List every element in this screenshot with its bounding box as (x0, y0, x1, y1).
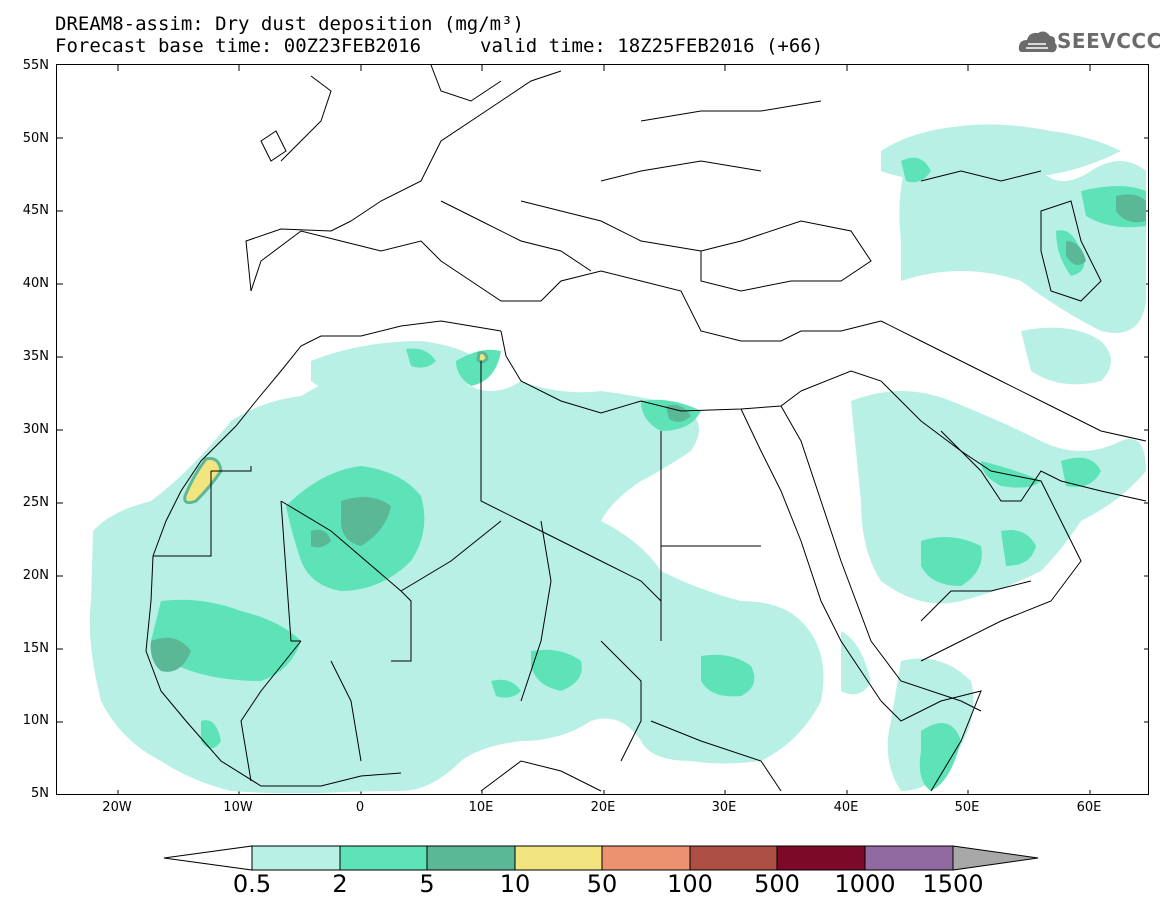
dust-layer-mid (151, 157, 1146, 791)
lon-label: 10E (468, 800, 494, 815)
colorbar-label: 10 (499, 870, 531, 898)
colorbar-swatch (601, 845, 691, 871)
coastlines-borders (145, 65, 1147, 792)
colorbar-label: 1000 (834, 870, 896, 898)
colorbar-swatch (339, 845, 428, 871)
colorbar-label: 1500 (922, 870, 984, 898)
lon-label: 20E (590, 800, 616, 815)
colorbar-swatch (251, 845, 341, 871)
logo-text: SEEVCCC (1057, 29, 1162, 53)
colorbar-label: 0.5 (232, 870, 272, 898)
lat-label: 35N (22, 349, 49, 364)
colorbar-label: 100 (667, 870, 713, 898)
dust-layer-low (89, 124, 1146, 794)
lat-label: 5N (31, 786, 49, 801)
colorbar-label: 5 (419, 870, 435, 898)
dust-layer-high (150, 194, 1146, 672)
dust-layer-peak (183, 351, 489, 505)
colorbar (163, 845, 1039, 871)
lat-label: 15N (22, 641, 49, 656)
valid-time: valid time: 18Z25FEB2016 (+66) (480, 35, 824, 57)
colorbar-overflow-arrow (952, 845, 1039, 871)
lon-label: 40E (833, 800, 859, 815)
lat-label: 50N (22, 131, 49, 146)
lon-label: 20W (102, 800, 132, 815)
colorbar-swatch (689, 845, 778, 871)
colorbar-label: 2 (332, 870, 348, 898)
colorbar-swatch (864, 845, 954, 871)
lat-label: 25N (22, 495, 49, 510)
lat-label: 40N (22, 276, 49, 291)
colorbar-underflow-arrow (163, 845, 253, 871)
forecast-base-time: Forecast base time: 00Z23FEB2016 (55, 35, 422, 57)
lon-label: 60E (1076, 800, 1102, 815)
seevccc-cloud-logo-icon (1018, 31, 1057, 53)
lon-label: 30E (711, 800, 737, 815)
colorbar-swatch (776, 845, 866, 871)
colorbar-swatch (426, 845, 516, 871)
lat-label: 10N (22, 713, 49, 728)
lat-label: 55N (22, 58, 49, 73)
map-title: DREAM8-assim: Dry dust deposition (mg/m³… (55, 13, 524, 35)
map-panel (56, 64, 1149, 795)
lon-label: 10W (223, 800, 253, 815)
axis-ticks (57, 65, 1148, 794)
lat-label: 45N (22, 203, 49, 218)
colorbar-label: 500 (754, 870, 800, 898)
colorbar-swatch (514, 845, 603, 871)
lat-label: 30N (22, 422, 49, 437)
lon-label: 0 (355, 800, 365, 815)
lon-label: 50E (954, 800, 980, 815)
dust-deposition-map (57, 65, 1148, 794)
lat-label: 20N (22, 568, 49, 583)
colorbar-label: 50 (586, 870, 618, 898)
